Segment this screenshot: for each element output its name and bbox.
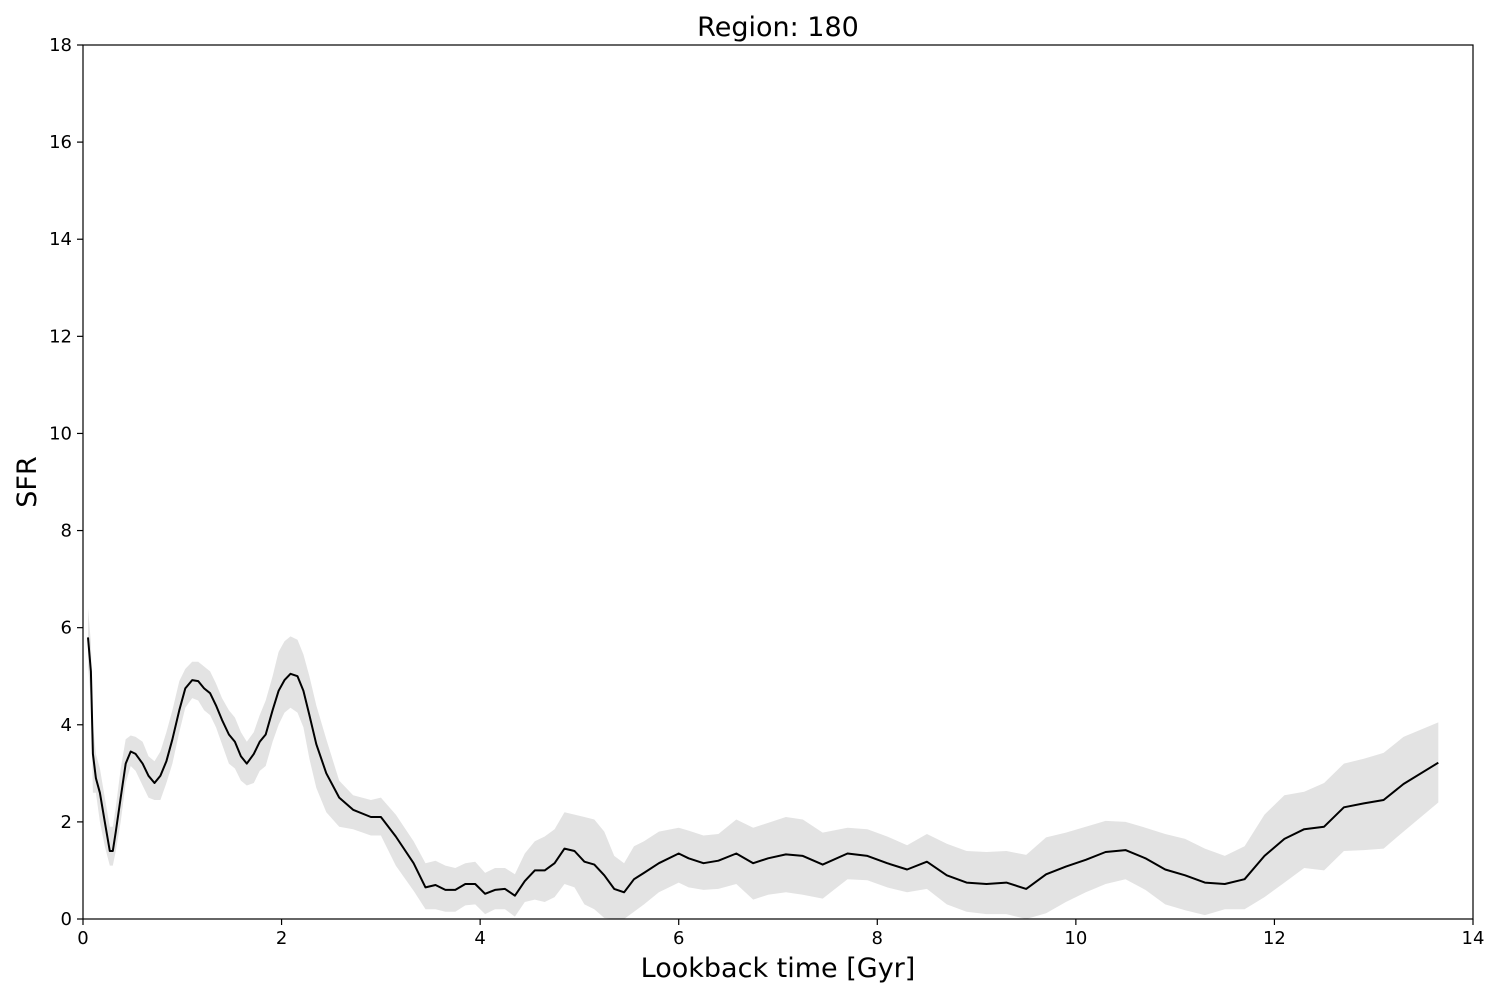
y-axis-label: SFR <box>12 456 43 507</box>
y-tick-label: 10 <box>49 423 72 444</box>
chart-title: Region: 180 <box>697 12 859 43</box>
y-tick-label: 14 <box>49 229 72 250</box>
y-tick-label: 8 <box>61 521 72 542</box>
x-tick-label: 14 <box>1462 928 1485 949</box>
sfr-series-line <box>87 637 1439 897</box>
uncertainty-band-layer <box>88 608 1439 919</box>
x-tick-label: 6 <box>673 928 684 949</box>
y-axis-ticks: 0 2 4 6 8 10 12 14 16 18 <box>49 35 83 930</box>
x-axis-label: Lookback time [Gyr] <box>641 953 916 984</box>
plot-frame <box>82 44 1474 920</box>
x-tick-label: 4 <box>474 928 485 949</box>
x-tick-label: 10 <box>1064 928 1087 949</box>
x-tick-label: 0 <box>77 928 88 949</box>
y-tick-label: 6 <box>61 618 72 639</box>
x-tick-label: 12 <box>1263 928 1286 949</box>
y-tick-label: 12 <box>49 326 72 347</box>
x-axis-ticks: 0 2 4 6 8 10 12 14 <box>77 919 1484 949</box>
x-tick-label: 2 <box>276 928 287 949</box>
y-tick-label: 0 <box>61 909 72 930</box>
y-tick-label: 2 <box>61 812 72 833</box>
x-tick-label: 8 <box>872 928 883 949</box>
y-tick-label: 4 <box>61 715 72 736</box>
sfr-uncertainty-band <box>88 608 1439 919</box>
y-tick-label: 16 <box>49 132 72 153</box>
y-tick-label: 18 <box>49 35 72 56</box>
sfr-line-layer <box>87 637 1439 897</box>
